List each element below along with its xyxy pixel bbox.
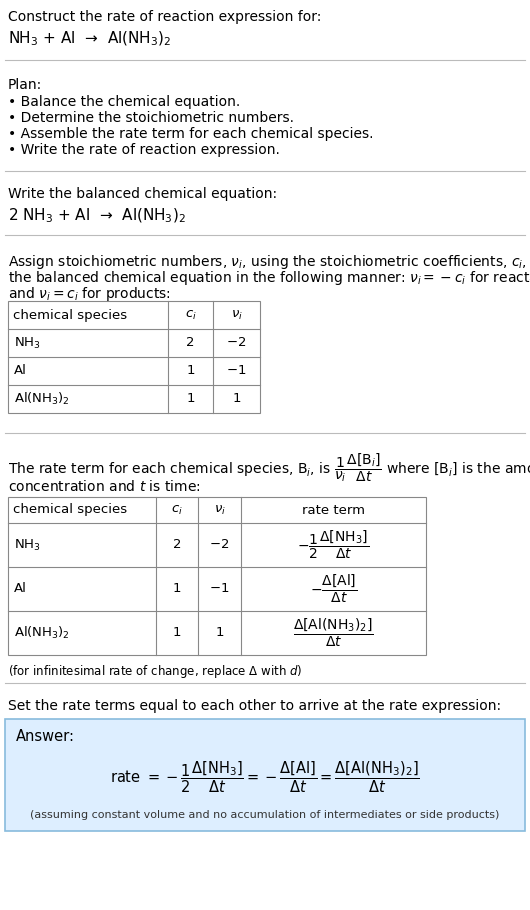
Text: Al(NH$_3$)$_2$: Al(NH$_3$)$_2$ bbox=[14, 391, 70, 407]
FancyBboxPatch shape bbox=[5, 719, 525, 831]
Text: 1: 1 bbox=[186, 365, 195, 378]
Text: Assign stoichiometric numbers, $\nu_i$, using the stoichiometric coefficients, $: Assign stoichiometric numbers, $\nu_i$, … bbox=[8, 253, 530, 271]
Text: Al(NH$_3$)$_2$: Al(NH$_3$)$_2$ bbox=[14, 625, 70, 641]
Text: $-\dfrac{\Delta[\mathrm{Al}]}{\Delta t}$: $-\dfrac{\Delta[\mathrm{Al}]}{\Delta t}$ bbox=[310, 572, 357, 605]
Text: Al: Al bbox=[14, 582, 27, 595]
Text: rate term: rate term bbox=[302, 503, 365, 517]
Text: 2: 2 bbox=[173, 539, 181, 551]
Text: Plan:: Plan: bbox=[8, 78, 42, 92]
Text: chemical species: chemical species bbox=[13, 503, 127, 517]
Text: $\dfrac{\Delta[\mathrm{Al(NH_3)_2}]}{\Delta t}$: $\dfrac{\Delta[\mathrm{Al(NH_3)_2}]}{\De… bbox=[293, 617, 374, 649]
Bar bbox=[8, 497, 426, 655]
Text: $-2$: $-2$ bbox=[226, 337, 246, 349]
Text: the balanced chemical equation in the following manner: $\nu_i = -c_i$ for react: the balanced chemical equation in the fo… bbox=[8, 269, 530, 287]
Text: concentration and $t$ is time:: concentration and $t$ is time: bbox=[8, 479, 201, 494]
Text: rate $= -\dfrac{1}{2}\dfrac{\Delta[\mathrm{NH_3}]}{\Delta t} = -\dfrac{\Delta[\m: rate $= -\dfrac{1}{2}\dfrac{\Delta[\math… bbox=[110, 759, 420, 794]
Text: $-1$: $-1$ bbox=[226, 365, 246, 378]
Text: • Balance the chemical equation.: • Balance the chemical equation. bbox=[8, 95, 240, 109]
Text: • Assemble the rate term for each chemical species.: • Assemble the rate term for each chemic… bbox=[8, 127, 374, 141]
Text: Construct the rate of reaction expression for:: Construct the rate of reaction expressio… bbox=[8, 10, 321, 24]
Text: Write the balanced chemical equation:: Write the balanced chemical equation: bbox=[8, 187, 277, 201]
Text: Set the rate terms equal to each other to arrive at the rate expression:: Set the rate terms equal to each other t… bbox=[8, 699, 501, 713]
Text: 1: 1 bbox=[173, 582, 181, 595]
Text: NH$_3$: NH$_3$ bbox=[14, 538, 41, 552]
Text: NH$_3$ + Al  →  Al(NH$_3$)$_2$: NH$_3$ + Al → Al(NH$_3$)$_2$ bbox=[8, 30, 171, 48]
Text: $-2$: $-2$ bbox=[209, 539, 229, 551]
Text: Al: Al bbox=[14, 365, 27, 378]
Text: 1: 1 bbox=[173, 626, 181, 640]
Text: and $\nu_i = c_i$ for products:: and $\nu_i = c_i$ for products: bbox=[8, 285, 171, 303]
Text: $-\dfrac{1}{2}\dfrac{\Delta[\mathrm{NH_3}]}{\Delta t}$: $-\dfrac{1}{2}\dfrac{\Delta[\mathrm{NH_3… bbox=[297, 529, 369, 561]
Text: NH$_3$: NH$_3$ bbox=[14, 336, 41, 350]
Text: • Write the rate of reaction expression.: • Write the rate of reaction expression. bbox=[8, 143, 280, 157]
Text: The rate term for each chemical species, B$_i$, is $\dfrac{1}{\nu_i}\dfrac{\Delt: The rate term for each chemical species,… bbox=[8, 451, 530, 484]
Text: $-1$: $-1$ bbox=[209, 582, 229, 595]
Text: Answer:: Answer: bbox=[16, 729, 75, 744]
Text: $\nu_i$: $\nu_i$ bbox=[214, 503, 225, 517]
Text: chemical species: chemical species bbox=[13, 308, 127, 321]
Text: 1: 1 bbox=[232, 392, 241, 406]
Text: $\nu_i$: $\nu_i$ bbox=[231, 308, 242, 321]
Bar bbox=[8, 301, 260, 413]
Text: $c_i$: $c_i$ bbox=[184, 308, 197, 321]
Text: 1: 1 bbox=[186, 392, 195, 406]
Text: (for infinitesimal rate of change, replace Δ with $d$): (for infinitesimal rate of change, repla… bbox=[8, 663, 303, 680]
Text: $c_i$: $c_i$ bbox=[171, 503, 183, 517]
Text: 2: 2 bbox=[186, 337, 195, 349]
Text: (assuming constant volume and no accumulation of intermediates or side products): (assuming constant volume and no accumul… bbox=[30, 810, 500, 820]
Text: • Determine the stoichiometric numbers.: • Determine the stoichiometric numbers. bbox=[8, 111, 294, 125]
Text: 1: 1 bbox=[215, 626, 224, 640]
Text: 2 NH$_3$ + Al  →  Al(NH$_3$)$_2$: 2 NH$_3$ + Al → Al(NH$_3$)$_2$ bbox=[8, 207, 186, 226]
